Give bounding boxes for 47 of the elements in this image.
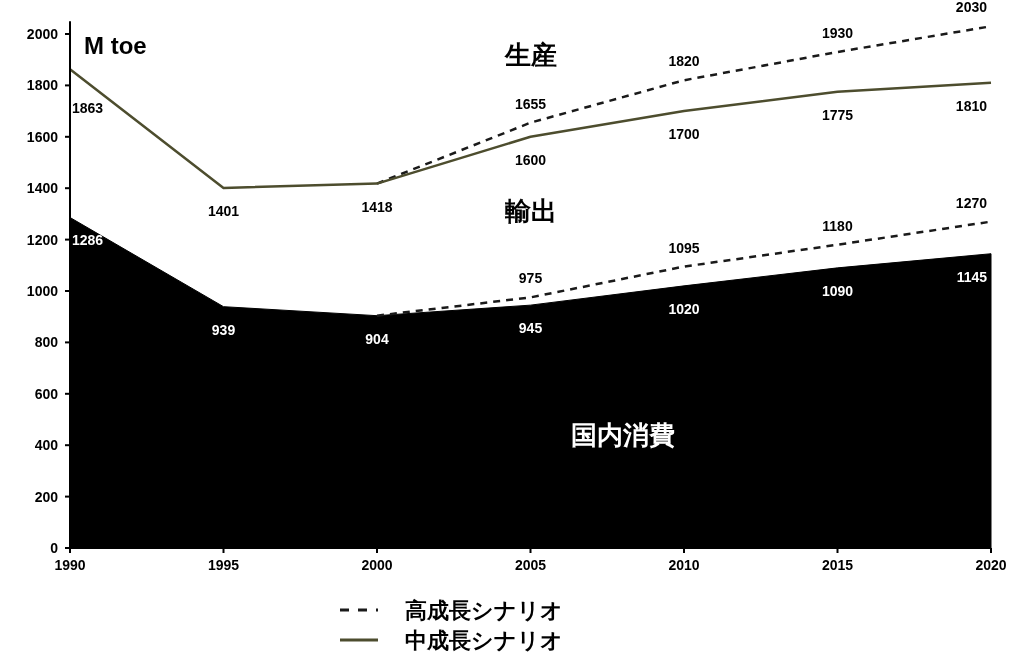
data-label: 975 (518, 270, 543, 287)
x-tick-label: 2010 (668, 557, 700, 573)
y-tick-label: 200 (34, 488, 59, 505)
data-label: 2030 (955, 0, 988, 16)
data-label: 1270 (955, 194, 988, 211)
y-tick-label: 1600 (26, 128, 59, 145)
y-tick-label: 2000 (26, 26, 59, 42)
data-label: 1600 (514, 151, 547, 168)
data-label: 1145 (956, 268, 988, 285)
data-label: 1020 (668, 300, 700, 317)
data-label: 1095 (668, 239, 700, 256)
y-tick-label: 800 (34, 334, 59, 351)
data-label: 1090 (821, 282, 854, 299)
x-tick-label: 2015 (821, 557, 854, 573)
x-tick-label: 2000 (361, 557, 393, 573)
x-tick-label: 1995 (207, 557, 240, 573)
data-label: 1418 (361, 198, 393, 215)
x-tick-label: 1990 (54, 557, 86, 573)
y-tick-label: 600 (34, 385, 59, 402)
data-label: 1775 (821, 106, 854, 123)
y-tick-label: 1800 (26, 77, 59, 94)
line-series (68, 67, 993, 190)
data-label: 1700 (668, 126, 700, 143)
annotation: 輸出 (503, 196, 557, 227)
annotation: 国内消費 (570, 419, 675, 450)
y-tick-label: 1200 (26, 231, 59, 248)
y-tick-label: 1000 (26, 283, 59, 299)
data-label: 1180 (822, 217, 853, 234)
data-label: 1655 (514, 95, 547, 112)
y-tick-label: 1400 (26, 180, 59, 197)
data-label: 1820 (668, 53, 700, 70)
data-label: 1286 (72, 232, 104, 249)
data-label: 904 (365, 330, 389, 347)
data-label: 945 (518, 320, 543, 337)
y-axis-title: M toe (84, 32, 147, 59)
data-label: 1401 (207, 202, 240, 219)
x-tick-label: 2020 (975, 557, 1007, 573)
data-label: 1930 (821, 24, 854, 41)
legend-label: 高成長シナリオ (405, 598, 563, 623)
y-tick-label: 400 (34, 437, 59, 454)
x-tick-label: 2005 (514, 557, 547, 573)
annotation: 生産 (503, 39, 557, 70)
data-label: 939 (211, 321, 236, 338)
y-tick-label: 0 (50, 540, 59, 556)
data-label: 1863 (72, 100, 104, 117)
data-label: 1810 (955, 97, 988, 114)
legend-label: 中成長シナリオ (405, 628, 563, 653)
